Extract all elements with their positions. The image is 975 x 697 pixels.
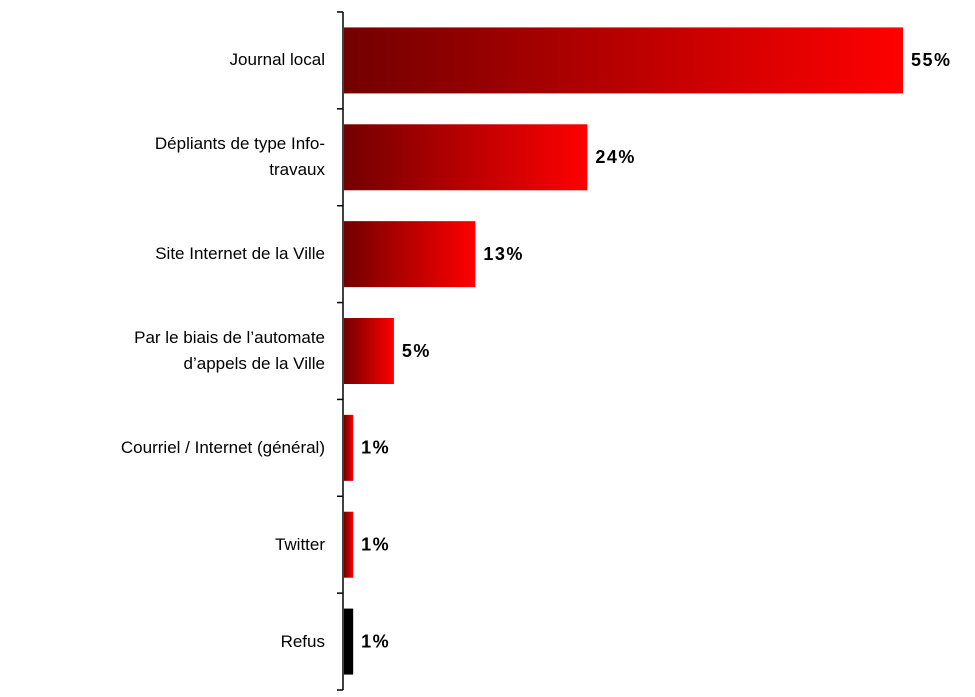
bar bbox=[344, 27, 903, 94]
bar bbox=[344, 221, 476, 288]
value-label: 13% bbox=[483, 244, 524, 264]
category-label: Courriel / Internet (général) bbox=[120, 437, 325, 457]
category-label: Dépliants de type Info- travaux bbox=[154, 134, 325, 180]
category-label: Par le biais de l’automate d’appels de l… bbox=[134, 328, 325, 373]
value-label: 1% bbox=[361, 438, 390, 458]
category-label: Site Internet de la Ville bbox=[155, 244, 325, 264]
bar bbox=[344, 511, 354, 578]
value-label: 1% bbox=[361, 631, 390, 651]
value-label: 1% bbox=[361, 534, 390, 554]
category-label: Twitter bbox=[274, 534, 325, 554]
bar bbox=[344, 124, 588, 191]
value-label: 5% bbox=[402, 341, 431, 361]
bar bbox=[344, 608, 354, 675]
category-label: Refus bbox=[280, 631, 325, 651]
bar bbox=[344, 414, 354, 481]
value-label: 55% bbox=[911, 50, 952, 70]
value-label: 24% bbox=[595, 147, 636, 167]
bar bbox=[344, 318, 394, 384]
category-label: Journal local bbox=[229, 50, 325, 70]
